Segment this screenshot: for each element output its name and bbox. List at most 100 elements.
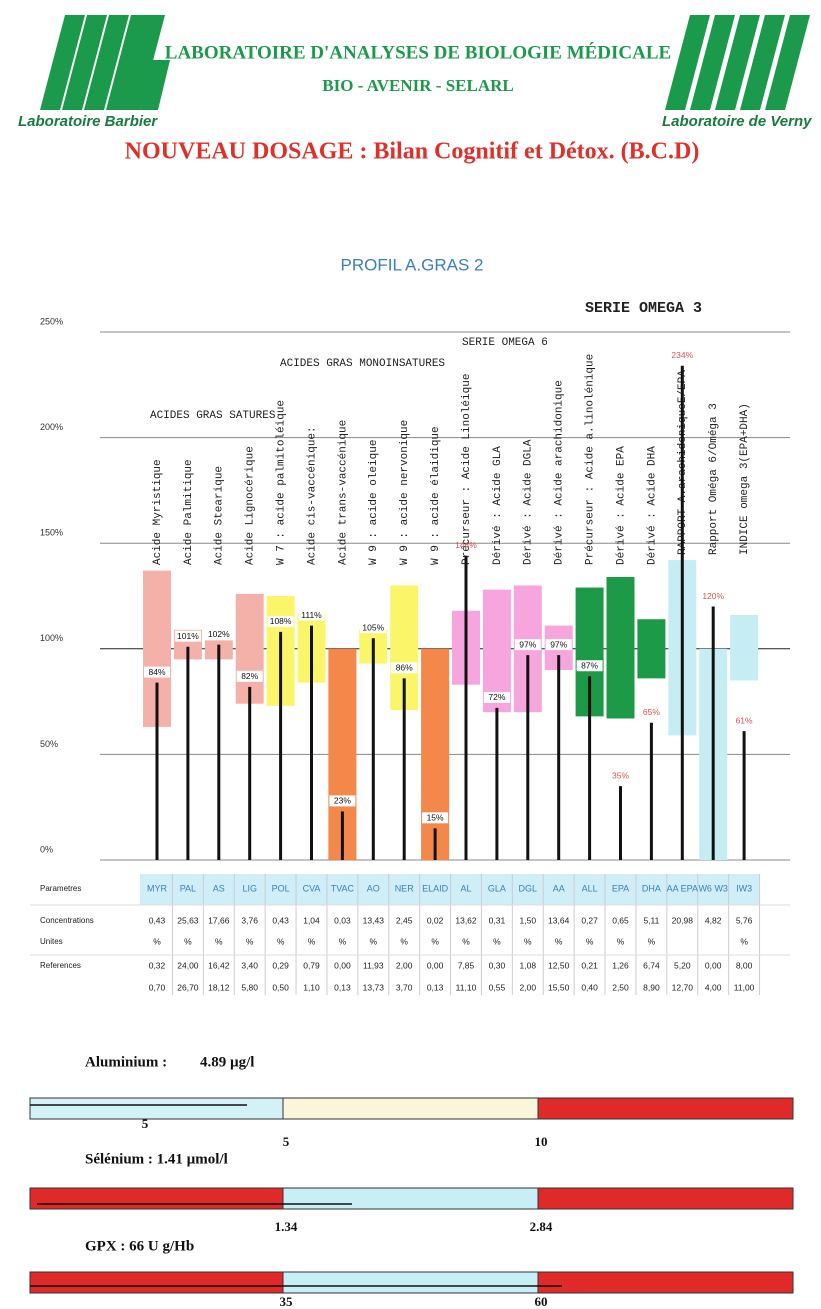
concentration: 1,50 xyxy=(520,915,537,925)
parameter-name: Précurseur : Acide a.linolénique xyxy=(585,354,597,565)
unit: % xyxy=(153,936,161,946)
value-label: 86% xyxy=(396,663,413,673)
param-code: AS xyxy=(213,883,225,893)
table-header-bg xyxy=(140,874,760,905)
ref-low: 0,29 xyxy=(272,960,289,970)
value-label-bg xyxy=(483,691,510,703)
value-label: 144% xyxy=(455,540,477,550)
gauge-zone xyxy=(29,1187,284,1210)
concentration: 13,43 xyxy=(363,915,385,925)
value-label: 61% xyxy=(736,715,753,725)
param-code: MYR xyxy=(147,883,168,893)
ref-high: 2,50 xyxy=(612,982,629,992)
param-code: IW3 xyxy=(736,883,752,893)
value-label: 101% xyxy=(177,631,199,641)
concentration: 5,11 xyxy=(643,915,659,925)
chart-title: PROFIL A.GRAS 2 xyxy=(341,255,484,274)
parameter-name: Acide Lignocérique xyxy=(245,446,257,565)
concentration: 0,27 xyxy=(581,915,598,925)
ref-high: 0,13 xyxy=(427,982,444,992)
concentration: 5,76 xyxy=(736,915,753,925)
ref-high: 11,00 xyxy=(734,982,755,992)
param-code: PAL xyxy=(180,883,196,893)
value-label: 234% xyxy=(671,350,693,360)
ref-low: 16,42 xyxy=(208,960,230,970)
gauge-zone xyxy=(282,1097,539,1120)
value-label: 108% xyxy=(270,616,292,626)
param-code: EPA xyxy=(612,883,629,893)
row-label: Parametres xyxy=(40,884,81,893)
ref-low: 0,21 xyxy=(581,960,598,970)
value-label-bg xyxy=(205,628,232,640)
value-label-bg xyxy=(144,666,170,678)
ref-low: 0,79 xyxy=(303,960,320,970)
ref-high: 5,80 xyxy=(241,982,258,992)
ref-high: 0,55 xyxy=(489,982,506,992)
ref-high: 26,70 xyxy=(177,982,199,992)
unit: % xyxy=(339,936,347,946)
ref-low: 0,32 xyxy=(149,960,166,970)
gauge-threshold: 60 xyxy=(535,1294,548,1309)
concentration: 2,45 xyxy=(396,915,413,925)
parameter-name: Acide trans-vaccénique xyxy=(337,420,349,565)
group-label: SERIE OMEGA 3 xyxy=(585,300,702,317)
parameter-name: Acide Palmitique xyxy=(183,459,195,565)
param-code: DHA xyxy=(642,883,661,893)
unit: % xyxy=(648,936,656,946)
ref-low: 8,00 xyxy=(736,960,753,970)
ref-high: 2,00 xyxy=(520,982,537,992)
ref-low: 11,93 xyxy=(363,960,384,970)
value-label-bg xyxy=(267,615,294,627)
gauge-zone xyxy=(537,1271,794,1294)
ref-high: 15,50 xyxy=(548,982,570,992)
reference-band xyxy=(235,593,264,704)
parameter-name: Dérivé : Acide DGLA xyxy=(523,439,535,565)
gauge-label: Aluminium : xyxy=(85,1054,167,1070)
param-code: AA EPA xyxy=(667,883,698,893)
concentration: 0,02 xyxy=(427,915,444,925)
concentration: 3,76 xyxy=(241,915,258,925)
group-label: ACIDES GRAS MONOINSATURES xyxy=(280,358,445,370)
y-tick-label: 100% xyxy=(40,633,63,643)
lab-subname: BIO - AVENIR - SELARL xyxy=(322,76,513,95)
y-tick-label: 250% xyxy=(40,316,63,326)
y-tick-label: 200% xyxy=(40,422,63,432)
ref-high: 13,73 xyxy=(363,982,385,992)
param-code: AO xyxy=(367,883,380,893)
value-label: 15% xyxy=(427,813,444,823)
value-label: 35% xyxy=(612,770,629,780)
parameter-name: Dérivé : Acide arachidonique xyxy=(554,380,566,565)
unit: % xyxy=(493,936,501,946)
value-label: 84% xyxy=(148,667,165,677)
unit: % xyxy=(184,936,192,946)
concentration: 4,82 xyxy=(705,915,722,925)
concentration: 20,98 xyxy=(672,915,694,925)
ref-high: 0,40 xyxy=(581,982,598,992)
ref-low: 6,74 xyxy=(643,960,660,970)
param-code: LIG xyxy=(242,883,257,893)
value-label: 102% xyxy=(208,629,230,639)
unit: % xyxy=(370,936,378,946)
ref-low: 12,50 xyxy=(548,960,570,970)
parameter-name: Acide Myristique xyxy=(152,459,164,565)
concentration: 0,43 xyxy=(272,915,289,925)
param-code: AA xyxy=(553,883,565,893)
gauge-zone xyxy=(282,1187,539,1210)
unit: % xyxy=(740,936,748,946)
value-label: 87% xyxy=(581,661,598,671)
ref-high: 18,12 xyxy=(208,982,230,992)
ref-low: 0,30 xyxy=(489,960,506,970)
reference-band xyxy=(482,589,511,713)
parameter-name: Précurseur : Acide Linoléique xyxy=(461,374,473,565)
value-label-bg xyxy=(236,670,263,682)
ref-high: 4,00 xyxy=(705,982,722,992)
gauge-label: Sélénium : 1.41 µmol/l xyxy=(85,1151,228,1167)
ref-low: 0,00 xyxy=(427,960,444,970)
reference-band xyxy=(637,619,666,679)
gauge-marker-label: 5 xyxy=(142,1116,149,1131)
parameter-name: Rapport Oméga 6/Oméga 3 xyxy=(708,403,720,555)
value-label-bg xyxy=(298,609,325,621)
param-code: NER xyxy=(395,883,415,893)
